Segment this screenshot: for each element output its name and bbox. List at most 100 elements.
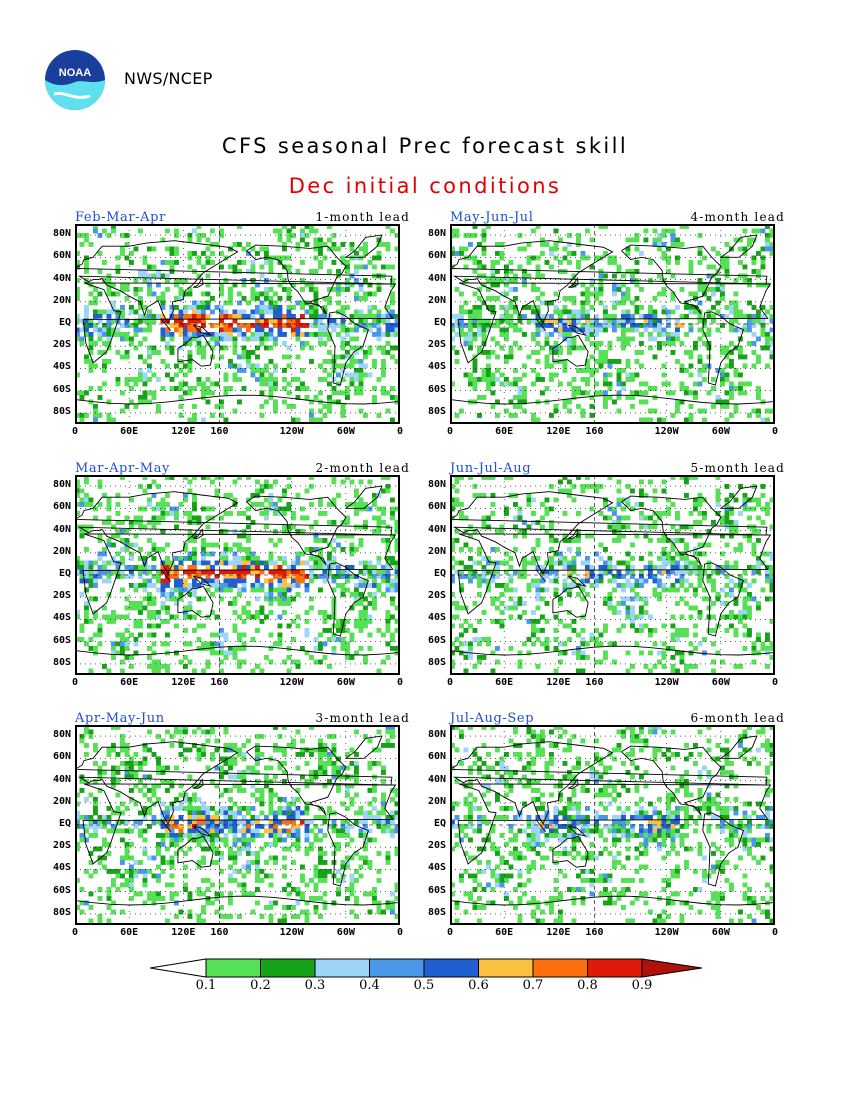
coastline [75,491,393,575]
lon-tick-label: 0 [396,426,404,437]
coastline [702,812,744,887]
colorbar-tick-label: 0.4 [359,978,380,993]
lon-tick-label: 160 [210,927,229,938]
map-panel-1: Feb-Mar-Apr 1-month lead 80N 60N 40N 20N EQ 20S… [45,210,410,442]
coastline [82,533,397,615]
panel-lead-label: 3-month lead [315,711,410,725]
coastline [567,825,587,837]
colorbar-tick-label: 0.2 [250,978,271,993]
lat-tick-label: 20N [52,294,71,306]
colorbar-swatch [260,958,316,978]
lon-tick-label: 120E [546,426,571,437]
lat-tick-label: 20S [427,339,446,351]
coastline [552,334,589,367]
coastline [568,277,579,288]
colorbar-swatch [532,958,588,978]
lat-tick-label: 80S [52,405,71,417]
lat-tick-label: 20S [427,590,446,602]
lat-tick-label: 80N [427,228,446,240]
lon-tick-label: 160 [585,677,604,688]
map-frame [75,224,400,424]
colorbar-under-triangle [150,958,207,978]
coastline [192,324,212,336]
coastline [450,240,768,324]
panel-lead-label: 2-month lead [315,461,410,475]
coastline [327,311,369,386]
lat-tick-label: 40S [52,612,71,624]
coastline [720,485,758,509]
coastline [702,562,744,637]
lat-tick-label: EQ [433,568,446,579]
lon-tick-label: 0 [446,426,454,437]
coastline [246,745,347,816]
coastline [193,528,204,539]
coastline [82,783,397,865]
coastline-antarctica [75,645,400,656]
lon-tick-label: 120W [279,677,304,688]
colorbar-swatch [314,958,370,978]
coastline [345,485,383,509]
coastline [720,735,758,759]
lon-tick-label: 0 [396,927,404,938]
colorbar-tick-label: 0.3 [304,978,326,993]
lat-tick-label: EQ [433,317,446,328]
lon-tick-label: 160 [585,426,604,437]
coastline [193,277,204,288]
lon-tick-label: 60E [495,927,514,938]
coastline-antarctica [75,895,400,906]
lon-tick-label: 60W [336,927,355,938]
panel-season-label: Mar-Apr-May [75,461,170,476]
coastline [457,783,772,865]
lat-tick-label: 80N [52,729,71,741]
coastline [450,491,768,575]
skill-field [450,475,775,674]
colorbar-swatch [423,958,479,978]
noaa-logo-icon: NOAA [45,50,105,110]
coastline [568,528,579,539]
map-frame [75,475,400,675]
skill-map [450,224,775,424]
lat-tick-label: 60S [427,884,446,896]
lat-tick-label: 80N [52,479,71,491]
skill-map [450,475,775,675]
lat-tick-label: EQ [433,818,446,829]
organization-label: NWS/NCEP [124,69,213,88]
coastline [457,533,772,615]
lat-tick-label: 80N [52,228,71,240]
lat-tick-label: 40N [427,773,446,785]
lon-tick-label: 60E [495,677,514,688]
figure-title: CFS seasonal Prec forecast skill [221,134,629,158]
lon-tick-label: 0 [446,927,454,938]
map-panel-5: Apr-May-Jun 3-month lead 80N 60N 40N 20N EQ 20S… [45,711,410,943]
lon-tick-label: 0 [771,927,779,938]
lon-tick-label: 60E [120,927,139,938]
skill-map [450,725,775,925]
lat-tick-label: 60N [427,250,446,262]
coastline [82,282,397,364]
colorbar-swatch [587,958,643,978]
lon-tick-label: 120W [654,927,679,938]
coastline [192,575,212,587]
figure-subtitle: Dec initial conditions [288,174,562,198]
lon-tick-label: 160 [585,927,604,938]
lat-tick-label: 80S [427,906,446,918]
coastline [457,282,772,364]
lon-tick-label: 120W [654,426,679,437]
logo-text: NOAA [59,67,91,79]
panel-season-label: May-Jun-Jul [450,210,534,225]
coastline [345,735,383,759]
colorbar-swatch [205,958,261,978]
skill-map [75,224,400,424]
lon-tick-label: 160 [210,426,229,437]
map-frame [75,725,400,925]
coastline [621,495,722,566]
colorbar-tick-label: 0.9 [631,978,653,993]
lon-tick-label: 60W [711,927,730,938]
lon-tick-label: 120E [546,677,571,688]
lon-tick-label: 60E [120,677,139,688]
lat-tick-label: 80N [427,479,446,491]
coastline [552,585,589,618]
lat-tick-label: 20S [52,590,71,602]
colorbar-swatch [478,958,534,978]
lat-tick-label: EQ [58,818,71,829]
